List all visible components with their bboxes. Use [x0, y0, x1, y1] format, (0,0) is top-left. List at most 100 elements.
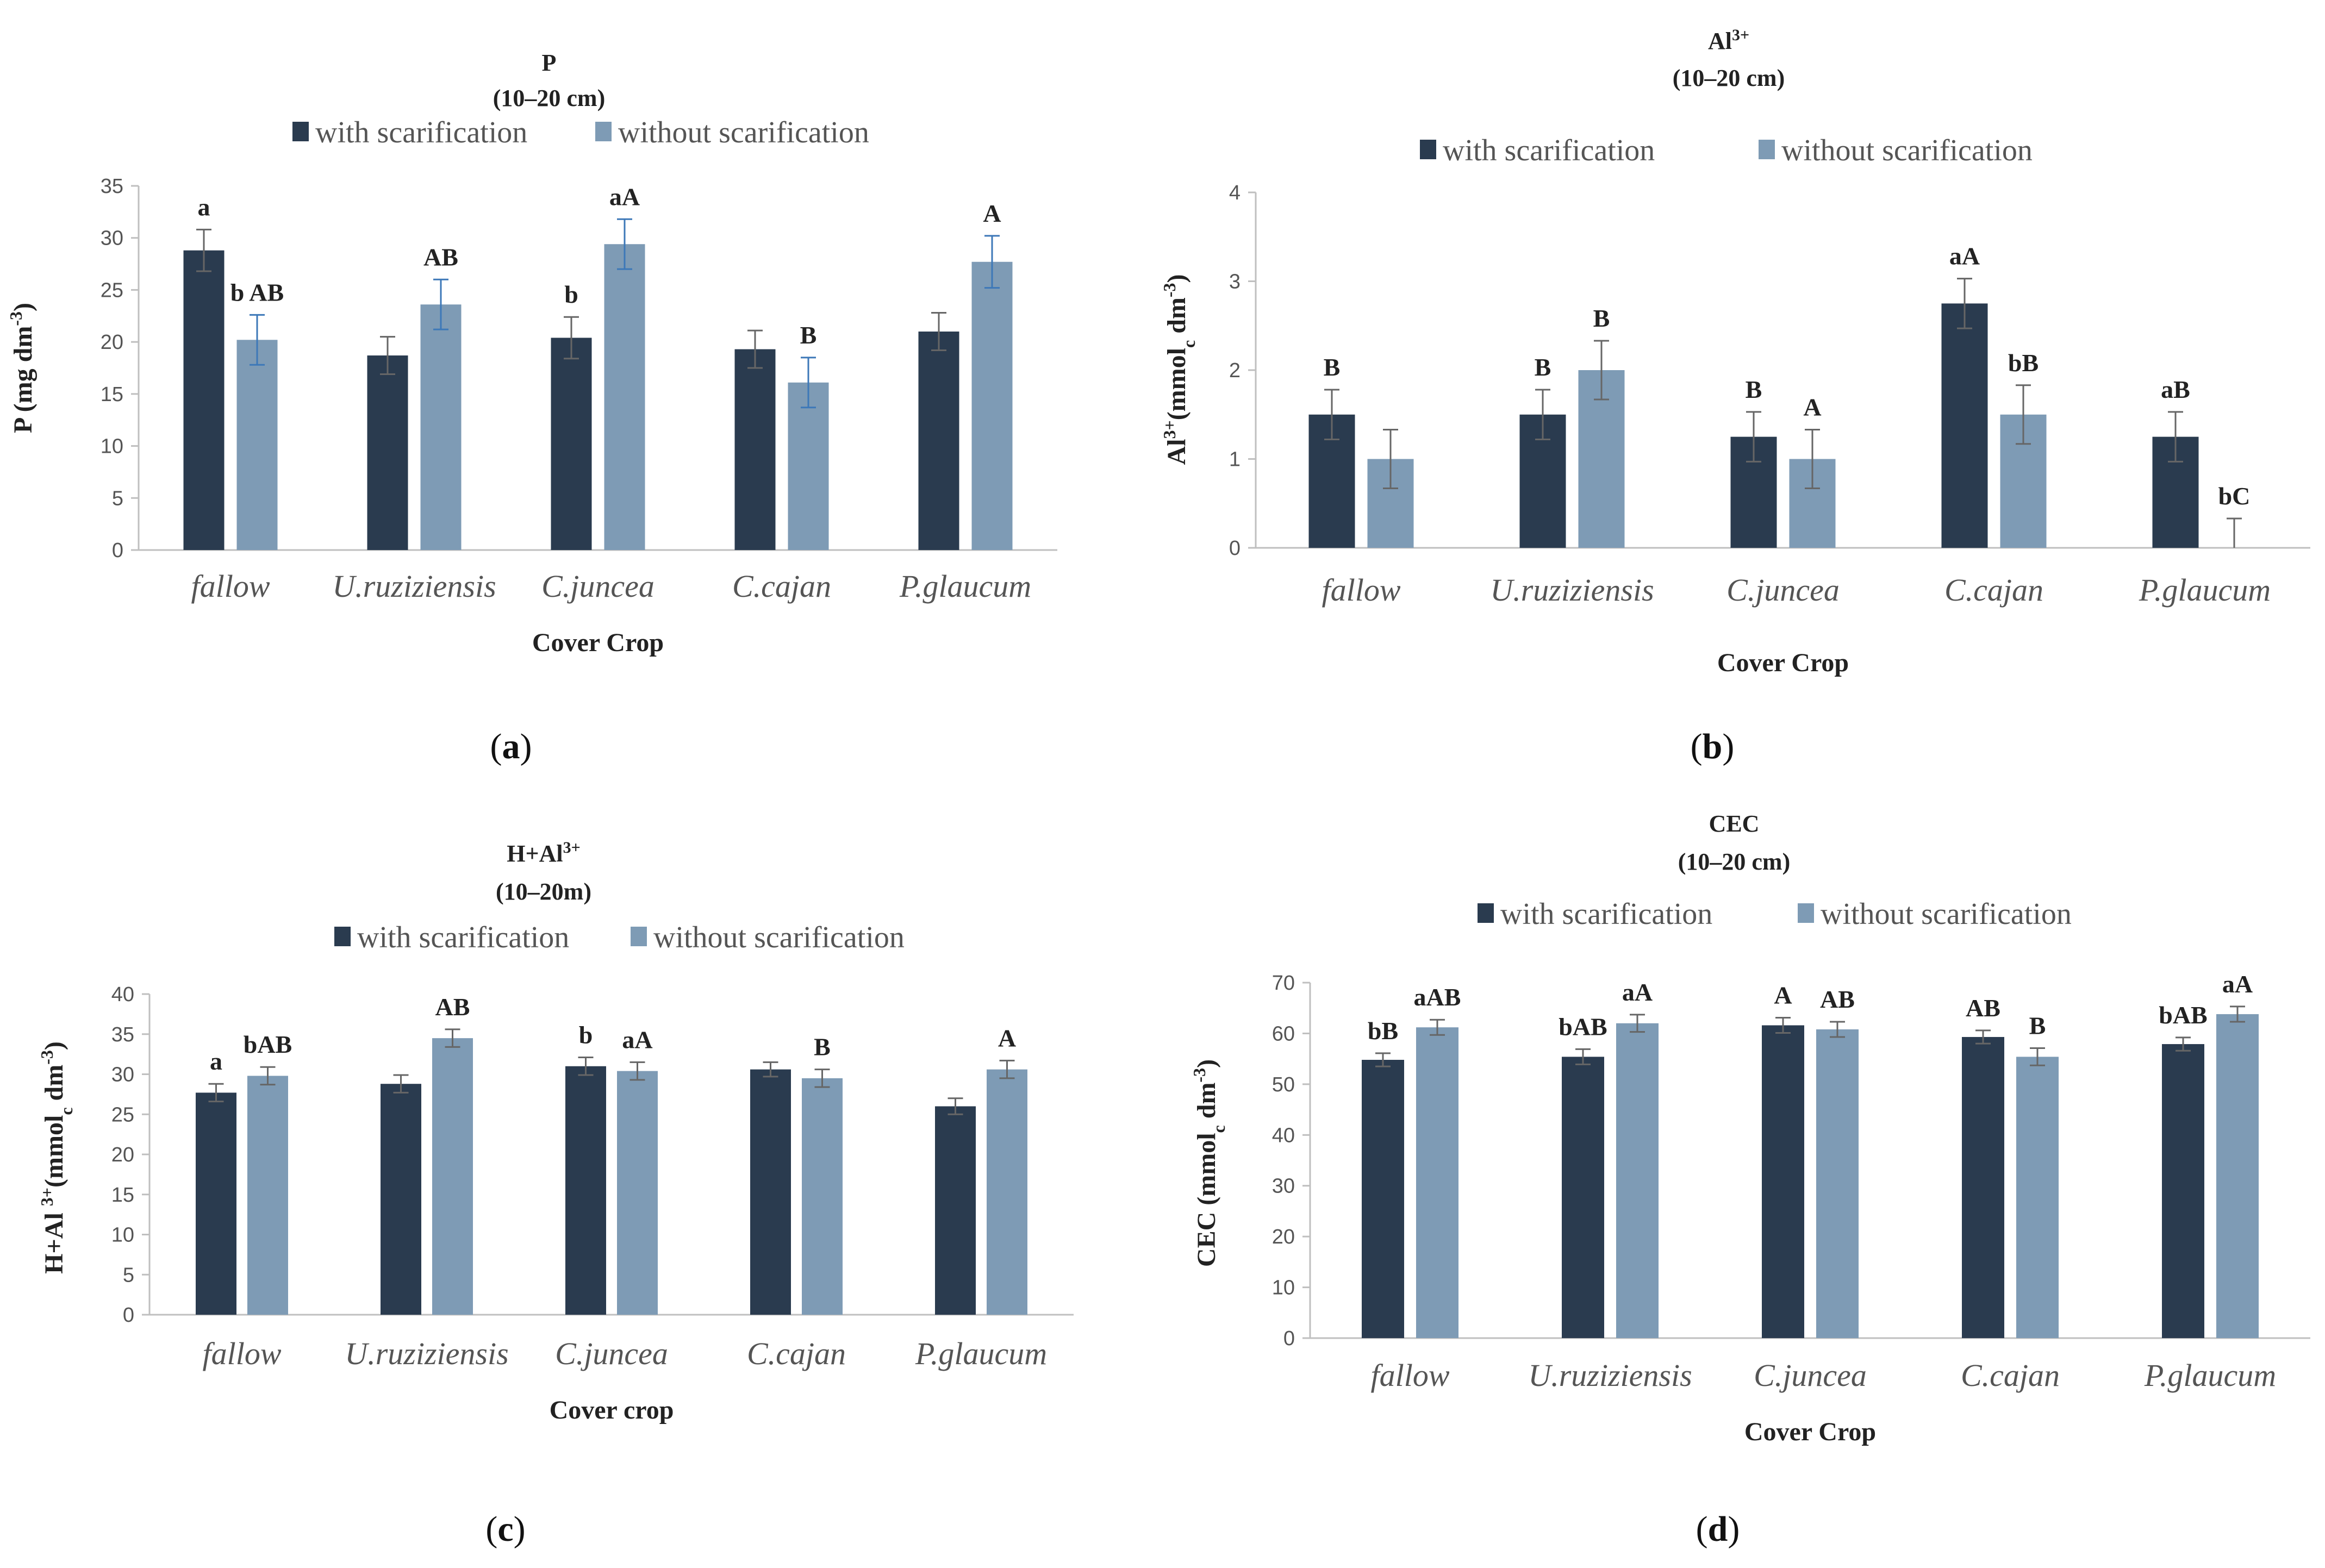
chart-subtitle: (10–20 cm)	[493, 85, 606, 111]
legend-label-without: without scarification	[1781, 134, 2033, 167]
y-tick-label: 20	[111, 1144, 134, 1166]
significance-label: a	[210, 1047, 222, 1075]
significance-label: B	[1324, 353, 1341, 381]
y-tick-label: 0	[112, 539, 123, 562]
y-tick-label: 0	[1229, 537, 1241, 560]
significance-label: bAB	[244, 1030, 292, 1058]
y-tick-label: 35	[101, 175, 123, 198]
y-axis-title: Al3+(mmolc dm-3)	[1160, 274, 1199, 465]
error-bar	[999, 1059, 1015, 1079]
x-tick-label: C.juncea	[541, 569, 655, 604]
legend-label-without: without scarification	[1821, 897, 2072, 931]
y-tick-label: 15	[111, 1184, 134, 1207]
y-tick-label: 30	[101, 227, 123, 250]
error-bar	[948, 1097, 963, 1115]
legend-swatch-without	[1759, 140, 1775, 159]
chart-panel-c: H+Al3+ (10–20m) with scarification without …	[37, 839, 1074, 1425]
significance-label: AB	[1966, 994, 2000, 1022]
x-tick-label: U.ruziziensis	[332, 569, 496, 604]
x-tick-label: fallow	[202, 1336, 281, 1371]
chart-title: CEC	[1709, 810, 1760, 837]
y-tick-label: 20	[1272, 1226, 1295, 1248]
bar-without-c-cajan	[802, 1078, 843, 1315]
bar-with-p-glaucum	[918, 332, 959, 550]
significance-label: AB	[423, 243, 458, 271]
y-tick-label: 0	[123, 1304, 134, 1327]
error-bar	[1535, 389, 1550, 441]
y-tick-label: 5	[123, 1264, 134, 1286]
significance-label: AB	[435, 993, 470, 1021]
y-tick-label: 30	[1272, 1175, 1295, 1198]
y-tick-label: 25	[101, 279, 123, 302]
bar-with-c-cajan	[1962, 1036, 2004, 1338]
chart-title: Al3+	[1708, 26, 1749, 55]
x-tick-label: U.ruziziensis	[1490, 572, 1654, 608]
significance-label: aA	[1622, 978, 1653, 1006]
significance-label: bB	[1368, 1017, 1398, 1045]
significance-label: A	[1803, 393, 1821, 421]
legend: with scarification without scarification	[292, 116, 869, 149]
legend-swatch-without	[1798, 903, 1814, 923]
legend-swatch-with	[1478, 903, 1494, 923]
significance-label: B	[814, 1033, 831, 1061]
significance-label: B	[1746, 376, 1762, 403]
bar-with-c-cajan	[750, 1069, 791, 1315]
x-tick-label: C.juncea	[1754, 1358, 1867, 1393]
y-axis-title: P (mg dm-3)	[6, 303, 38, 433]
legend-label-with: with scarification	[315, 116, 527, 149]
y-tick-label: 20	[101, 331, 123, 354]
bar-without-p-glaucum	[2216, 1014, 2259, 1338]
error-bar	[1375, 1052, 1391, 1067]
error-bar	[1775, 1016, 1791, 1034]
y-tick-label: 0	[1283, 1327, 1295, 1350]
significance-label: aB	[2161, 376, 2190, 403]
error-bar	[445, 1028, 460, 1048]
bar-with-c-juncea	[1762, 1025, 1804, 1338]
significance-label: aAB	[1414, 983, 1461, 1011]
significance-label: b	[579, 1021, 593, 1049]
y-axis-title: CEC (mmolc dm-3)	[1189, 1059, 1229, 1267]
x-axis-title: Cover Crop	[532, 628, 664, 657]
significance-label: aA	[622, 1026, 652, 1053]
chart-subtitle: (10–20 cm)	[1678, 848, 1791, 875]
bar-with-c-juncea	[565, 1066, 606, 1315]
error-bar	[1430, 1019, 1445, 1036]
x-tick-label: fallow	[1322, 572, 1400, 608]
bar-without-c-juncea	[604, 244, 645, 550]
x-tick-label: P.glaucum	[2139, 572, 2271, 608]
x-tick-label: P.glaucum	[2144, 1358, 2276, 1393]
x-tick-label: fallow	[1370, 1358, 1449, 1393]
error-bar	[393, 1074, 409, 1094]
bar-with-u-ruziziensis	[1562, 1057, 1604, 1338]
bar-without-c-cajan	[2016, 1057, 2059, 1338]
y-tick-label: 1	[1229, 448, 1241, 471]
y-tick-label: 30	[111, 1064, 134, 1086]
bar-without-c-juncea	[1816, 1029, 1859, 1338]
legend-label-with: with scarification	[1443, 134, 1655, 167]
bar-without-p-glaucum	[971, 261, 1013, 550]
x-tick-label: fallow	[191, 569, 270, 604]
significance-label: B	[800, 321, 817, 349]
legend: with scarification without scarification	[1478, 897, 2072, 931]
y-tick-label: 40	[111, 983, 134, 1006]
bar-without-c-cajan	[788, 382, 829, 550]
significance-label: A	[983, 199, 1001, 227]
significance-label: AB	[1820, 985, 1855, 1013]
error-bar	[747, 329, 763, 369]
bar-with-p-glaucum	[935, 1106, 976, 1315]
error-bar	[1746, 411, 1761, 463]
error-bar	[1805, 429, 1820, 489]
legend: with scarification without scarification	[334, 921, 905, 954]
panel-label: (b)	[1691, 727, 1735, 766]
y-tick-label: 4	[1229, 182, 1241, 204]
bar-without-fallow	[236, 340, 278, 550]
chart-title: P	[542, 49, 557, 76]
y-tick-label: 10	[111, 1224, 134, 1247]
bar-without-u-ruziziensis	[432, 1038, 473, 1315]
error-bar	[629, 1061, 645, 1081]
y-tick-label: 35	[111, 1023, 134, 1046]
error-bar	[984, 235, 1000, 289]
legend-swatch-with	[292, 122, 309, 141]
x-tick-label: C.cajan	[732, 569, 831, 604]
